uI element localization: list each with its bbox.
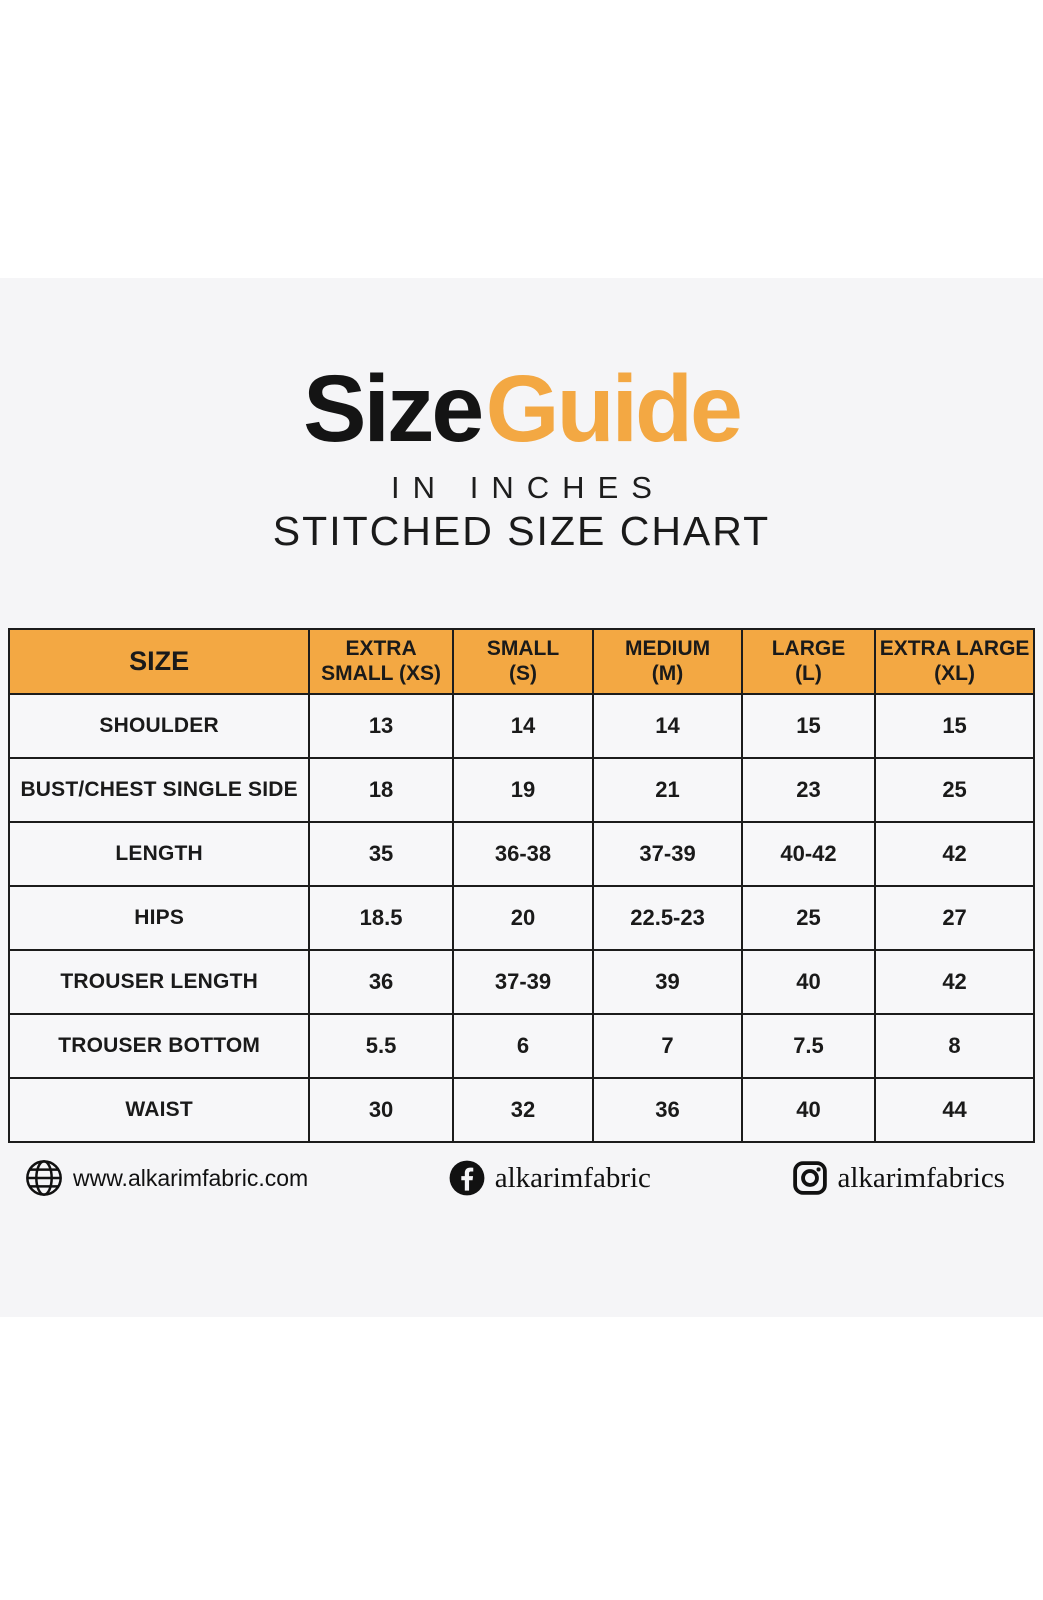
table-row: WAIST 30 32 36 40 44 <box>7 1077 1035 1143</box>
page-title: Size Guide <box>0 362 1043 457</box>
table-cell: 36 <box>308 949 454 1015</box>
column-header-label: (XL) <box>934 661 975 685</box>
table-cell: 18.5 <box>308 885 454 951</box>
row-label: WAIST <box>7 1077 311 1143</box>
row-label: TROUSER BOTTOM <box>7 1013 311 1079</box>
column-header-small: SMALL (S) <box>451 628 595 695</box>
column-header-extra-large: EXTRA LARGE (XL) <box>874 628 1035 695</box>
table-cell: 39 <box>592 949 743 1015</box>
column-header-label: EXTRA <box>345 636 417 660</box>
table-cell: 32 <box>451 1077 595 1143</box>
table-cell: 7.5 <box>740 1013 877 1079</box>
website-link[interactable]: www.alkarimfabric.com <box>24 1158 308 1198</box>
table-row: BUST/CHEST SINGLE SIDE 18 19 21 23 25 <box>7 757 1035 823</box>
globe-icon <box>26 1160 62 1196</box>
size-table-container: SIZE EXTRA SMALL (XS) SMALL (S) MEDIUM <box>7 628 1035 1143</box>
content-panel: Size Guide IN INCHES STITCHED SIZE CHART… <box>0 278 1043 1317</box>
table-cell: 25 <box>874 757 1035 823</box>
subtitle-stitched-size-chart: STITCHED SIZE CHART <box>272 508 771 554</box>
table-cell: 42 <box>874 949 1035 1015</box>
table-cell: 8 <box>874 1013 1035 1079</box>
facebook-link[interactable]: alkarimfabric <box>448 1159 651 1197</box>
column-header-label: MEDIUM <box>624 636 711 660</box>
facebook-handle: alkarimfabric <box>494 1161 651 1194</box>
table-cell: 40 <box>740 1077 877 1143</box>
facebook-icon <box>449 1160 485 1196</box>
table-cell: 7 <box>592 1013 743 1079</box>
table-row: TROUSER BOTTOM 5.5 6 7 7.5 8 <box>7 1013 1035 1079</box>
table-cell: 6 <box>451 1013 595 1079</box>
table-cell: 5.5 <box>308 1013 454 1079</box>
column-header-label: LARGE <box>771 636 846 660</box>
column-header-label: EXTRA LARGE <box>879 636 1030 660</box>
table-cell: 30 <box>308 1077 454 1143</box>
table-cell: 37-39 <box>451 949 595 1015</box>
table-cell: 20 <box>451 885 595 951</box>
column-header-medium: MEDIUM (M) <box>592 628 743 695</box>
title-word-size: Size <box>303 356 484 462</box>
column-header-label: SIZE <box>129 645 190 676</box>
row-label: SHOULDER <box>7 693 311 759</box>
table-row: LENGTH 35 36-38 37-39 40-42 42 <box>7 821 1035 887</box>
table-cell: 37-39 <box>592 821 743 887</box>
table-cell: 36-38 <box>451 821 595 887</box>
table-cell: 42 <box>874 821 1035 887</box>
column-header-label: SMALL (XS) <box>321 661 441 685</box>
instagram-link[interactable]: alkarimfabrics <box>791 1159 1005 1197</box>
footer-contacts: www.alkarimfabric.com alkarimfabric alka… <box>0 1158 1043 1198</box>
instagram-handle: alkarimfabrics <box>837 1161 1005 1194</box>
column-header-label: (M) <box>651 661 684 685</box>
table-cell: 19 <box>451 757 595 823</box>
table-cell: 40-42 <box>740 821 877 887</box>
header-row: SIZE EXTRA SMALL (XS) SMALL (S) MEDIUM <box>7 628 1035 695</box>
table-cell: 35 <box>308 821 454 887</box>
table-row: SHOULDER 13 14 14 15 15 <box>7 693 1035 759</box>
column-header-label: SMALL <box>486 636 560 660</box>
website-url: www.alkarimfabric.com <box>73 1164 309 1191</box>
table-cell: 23 <box>740 757 877 823</box>
size-table-body: SHOULDER 13 14 14 15 15 BUST/CHEST SINGLE SIDE… <box>7 693 1035 1143</box>
table-cell: 15 <box>874 693 1035 759</box>
table-cell: 13 <box>308 693 454 759</box>
table-cell: 14 <box>592 693 743 759</box>
row-label: HIPS <box>7 885 311 951</box>
column-header-label: (S) <box>509 661 538 685</box>
row-label: TROUSER LENGTH <box>7 949 311 1015</box>
size-table-header: SIZE EXTRA SMALL (XS) SMALL (S) MEDIUM <box>7 628 1035 695</box>
title-word-guide: Guide <box>485 356 743 462</box>
table-cell: 15 <box>740 693 877 759</box>
table-cell: 25 <box>740 885 877 951</box>
table-cell: 22.5-23 <box>592 885 743 951</box>
row-label: LENGTH <box>7 821 311 887</box>
instagram-icon <box>792 1161 827 1195</box>
subtitle-in-inches: IN INCHES <box>391 470 665 505</box>
table-cell: 44 <box>874 1077 1035 1143</box>
column-header-large: LARGE (L) <box>740 628 877 695</box>
table-row: HIPS 18.5 20 22.5-23 25 27 <box>7 885 1035 951</box>
row-label: BUST/CHEST SINGLE SIDE <box>7 757 311 823</box>
column-header-extra-small: EXTRA SMALL (XS) <box>308 628 454 695</box>
column-header-size: SIZE <box>7 628 311 695</box>
table-row: TROUSER LENGTH 36 37-39 39 40 42 <box>7 949 1035 1015</box>
table-cell: 18 <box>308 757 454 823</box>
table-cell: 27 <box>874 885 1035 951</box>
column-header-label: (L) <box>795 661 822 685</box>
table-cell: 36 <box>592 1077 743 1143</box>
table-cell: 40 <box>740 949 877 1015</box>
table-cell: 14 <box>451 693 595 759</box>
table-cell: 21 <box>592 757 743 823</box>
size-table: SIZE EXTRA SMALL (XS) SMALL (S) MEDIUM <box>7 628 1035 1143</box>
